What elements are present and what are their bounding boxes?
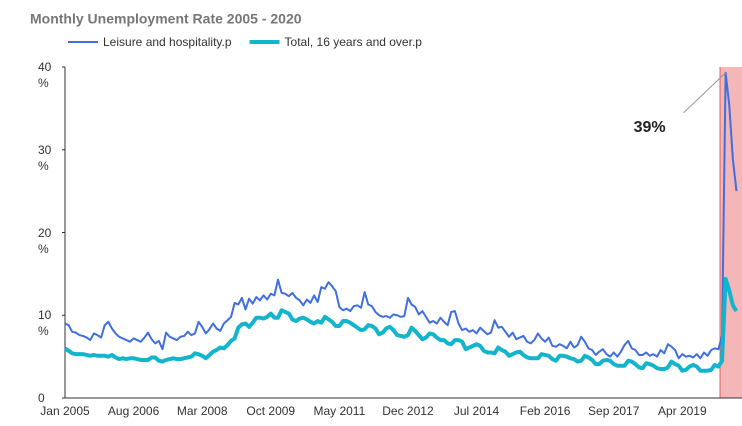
x-tick-label: Apr 2019 — [658, 404, 707, 418]
legend-label: Leisure and hospitality.p — [103, 35, 232, 49]
annotation-leader — [683, 72, 726, 114]
chart-title: Monthly Unemployment Rate 2005 - 2020 — [30, 11, 302, 27]
series-line — [63, 276, 739, 373]
x-tick-label: Jan 2005 — [40, 404, 90, 418]
series-line — [64, 71, 738, 360]
x-tick-label: Mar 2008 — [177, 404, 228, 418]
legend-label: Total, 16 years and over.p — [285, 35, 423, 49]
y-tick-label: 10 % — [38, 308, 52, 339]
x-tick-label: Jul 2014 — [454, 404, 500, 418]
x-tick-label: Oct 2009 — [246, 404, 295, 418]
x-tick-label: Aug 2006 — [108, 404, 160, 418]
y-tick-label: 20 % — [38, 225, 52, 256]
x-tick-label: Feb 2016 — [520, 404, 571, 418]
y-tick-label: 30 % — [38, 142, 52, 173]
x-tick-label: May 2011 — [313, 404, 365, 418]
annotation: 39% — [634, 119, 666, 136]
x-tick-label: Sep 2017 — [588, 404, 640, 418]
y-tick-label: 40 % — [38, 60, 52, 90]
y-tick-label: 0 — [38, 391, 45, 405]
x-tick-label: Dec 2012 — [382, 404, 434, 418]
